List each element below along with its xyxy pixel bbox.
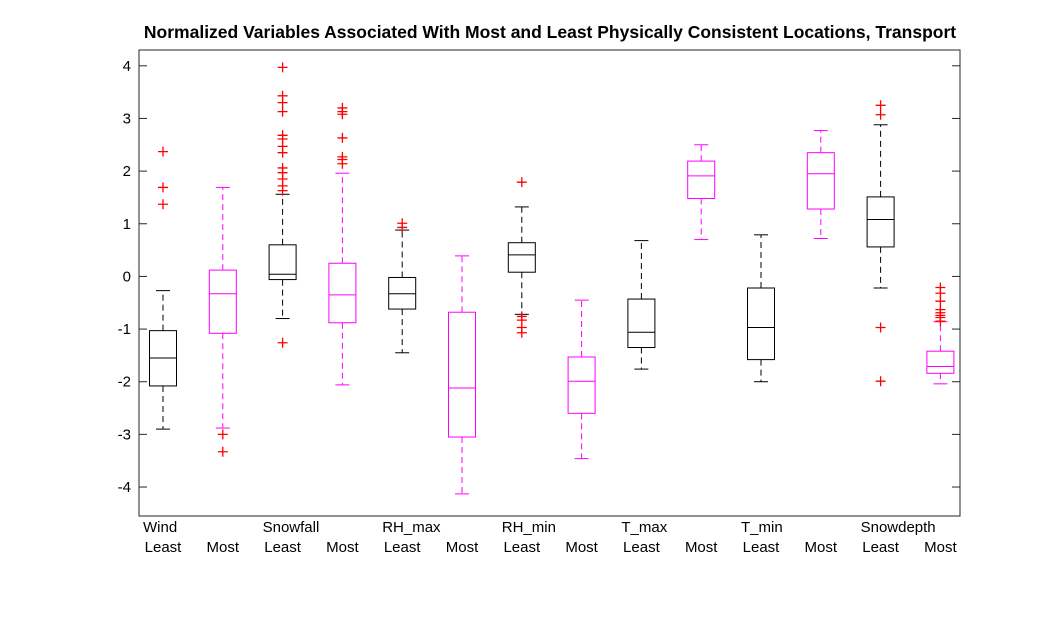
box-rh_min-most: [567, 299, 596, 460]
outlier-marker: [158, 182, 168, 193]
box-label-least: Least: [743, 539, 781, 556]
box-wind-most: [208, 186, 237, 457]
box-snowdepth-least: [866, 100, 895, 387]
box-rh_max-least: [388, 218, 417, 354]
box-t_max-least: [627, 240, 656, 370]
outlier-marker: [277, 62, 288, 73]
y-axis: 4 3 2 1 0 -1 -2 -3 -4: [118, 58, 960, 496]
box-label-most: Most: [805, 539, 838, 556]
y-tick-label: 3: [123, 110, 131, 127]
box-label-most: Most: [326, 539, 359, 556]
outlier-marker: [337, 132, 348, 143]
variable-label-t_min: T_min: [741, 519, 783, 536]
outlier-marker: [875, 322, 886, 333]
box-label-most: Most: [446, 539, 479, 556]
boxes-layer: [149, 62, 955, 495]
box-rh_min-least: [507, 177, 536, 338]
y-tick-label: -2: [118, 374, 131, 391]
category-labels: Least Most Wind Least Most Snowfall Least Most R…: [143, 519, 957, 556]
box-iqr: [208, 269, 237, 334]
variable-label-snowdepth: Snowdepth: [861, 519, 936, 536]
outlier-marker: [875, 376, 886, 387]
box-iqr: [627, 298, 656, 349]
outlier-marker: [277, 90, 288, 101]
box-iqr: [388, 276, 417, 310]
outlier-marker: [217, 446, 228, 457]
y-tick-label: -4: [118, 479, 131, 496]
box-label-most: Most: [685, 539, 718, 556]
box-label-most: Most: [565, 539, 598, 556]
y-tick-label: -1: [118, 321, 131, 338]
box-rh_max-most: [448, 255, 476, 495]
box-iqr: [866, 196, 895, 248]
box-iqr: [806, 152, 835, 210]
box-t_min-most: [806, 130, 835, 240]
outlier-marker: [158, 199, 168, 210]
variable-label-rh_min: RH_min: [502, 519, 556, 536]
box-iqr: [268, 244, 297, 281]
box-label-most: Most: [924, 539, 957, 556]
outlier-marker: [277, 337, 288, 348]
box-wind-least: [149, 146, 177, 430]
outlier-marker: [158, 146, 168, 157]
y-tick-label: 4: [123, 58, 131, 75]
box-t_max-most: [687, 144, 716, 241]
box-label-least: Least: [503, 539, 541, 556]
y-tick-label: 2: [123, 163, 131, 180]
box-label-least: Least: [384, 539, 422, 556]
box-label-least: Least: [264, 539, 302, 556]
box-label-most: Most: [207, 539, 240, 556]
box-snowfall-most: [328, 102, 357, 386]
outlier-marker: [217, 429, 228, 440]
y-tick-label: 0: [123, 268, 131, 285]
box-iqr: [567, 356, 596, 414]
outlier-marker: [516, 177, 527, 188]
outlier-marker: [875, 100, 886, 111]
outlier-marker: [277, 106, 288, 117]
box-label-least: Least: [145, 539, 183, 556]
box-iqr: [448, 311, 476, 438]
box-snowfall-least: [268, 62, 297, 348]
plot-area-frame: [138, 49, 961, 517]
box-iqr: [926, 350, 955, 374]
box-iqr: [328, 262, 357, 324]
variable-label-rh_max: RH_max: [382, 519, 441, 536]
box-snowdepth-most: [926, 282, 955, 385]
outlier-marker: [935, 282, 946, 293]
outlier-marker: [516, 327, 527, 338]
box-iqr: [507, 242, 536, 273]
outlier-marker: [277, 130, 288, 141]
box-iqr: [687, 160, 716, 199]
variable-label-wind: Wind: [143, 519, 177, 536]
y-tick-label: -3: [118, 426, 131, 443]
box-label-least: Least: [623, 539, 661, 556]
box-label-least: Least: [862, 539, 900, 556]
variable-label-t_max: T_max: [621, 519, 667, 536]
outlier-marker: [397, 218, 408, 229]
outlier-marker: [337, 102, 348, 113]
box-iqr: [747, 287, 775, 361]
box-t_min-least: [747, 234, 775, 383]
outlier-marker: [277, 162, 288, 173]
outlier-marker: [337, 151, 348, 162]
outlier-marker: [935, 316, 946, 327]
chart-title: Normalized Variables Associated With Mos…: [144, 22, 956, 42]
y-tick-label: 1: [123, 216, 131, 233]
variable-label-snowfall: Snowfall: [263, 519, 320, 536]
outlier-marker: [875, 109, 886, 120]
